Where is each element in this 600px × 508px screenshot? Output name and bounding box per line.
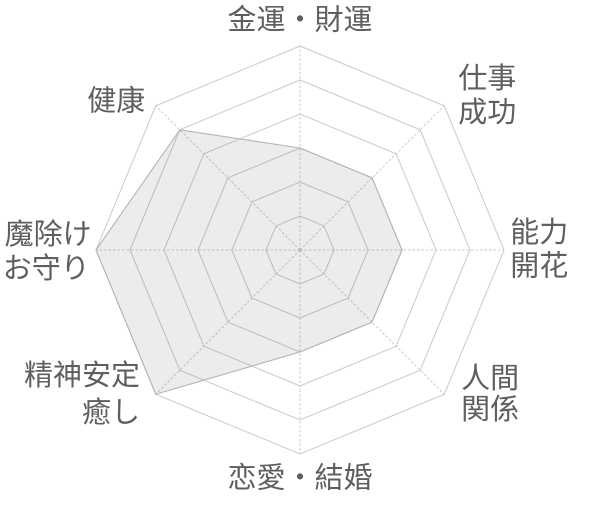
svg-text:癒し: 癒し bbox=[82, 396, 140, 429]
svg-text:関係: 関係 bbox=[461, 393, 519, 426]
svg-text:お守り: お守り bbox=[3, 252, 90, 285]
svg-text:金運・財運: 金運・財運 bbox=[227, 3, 372, 36]
svg-text:仕事: 仕事 bbox=[458, 62, 516, 95]
svg-text:健康: 健康 bbox=[87, 85, 145, 118]
svg-text:恋愛・結婚: 恋愛・結婚 bbox=[227, 462, 372, 495]
svg-text:能力: 能力 bbox=[510, 216, 568, 249]
svg-text:開花: 開花 bbox=[510, 250, 568, 283]
svg-text:魔除け: 魔除け bbox=[5, 218, 92, 251]
svg-text:精神安定: 精神安定 bbox=[24, 359, 140, 392]
svg-text:人間: 人間 bbox=[461, 363, 519, 395]
svg-text:成功: 成功 bbox=[458, 96, 516, 129]
